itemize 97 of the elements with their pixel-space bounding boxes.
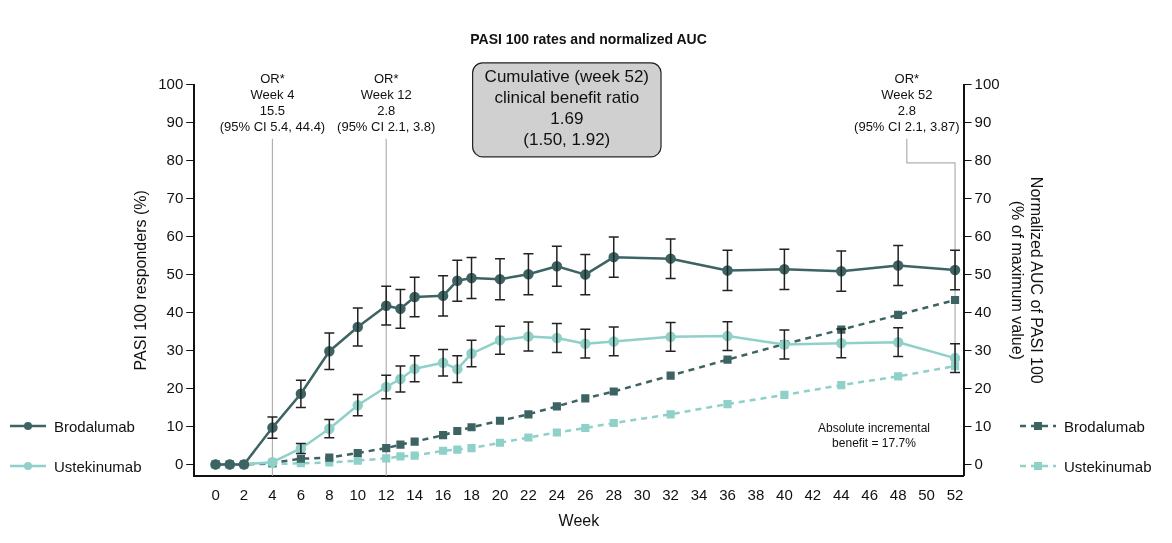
point: [950, 295, 960, 305]
x-tick-label: 32: [662, 485, 679, 503]
y-tick-label: 90: [166, 112, 184, 130]
point: [552, 402, 561, 411]
y-tick-label: 50: [166, 264, 184, 282]
y2-tick-label: 30: [974, 340, 992, 358]
point: [353, 456, 362, 465]
x-tick-label: 22: [520, 485, 537, 503]
annotation: Absolute incremental benefit = 17.7%: [817, 420, 931, 450]
x-tick-label: 42: [804, 485, 822, 503]
ref-line-label: OR* Week 12 2.8 (95% CI 2.1, 3.8): [337, 70, 436, 134]
x-tick-label: 30: [633, 485, 651, 503]
x-tick-label: 44: [832, 485, 850, 503]
x-tick-label: 34: [690, 485, 708, 503]
y-tick-label: 40: [166, 302, 184, 320]
point: [353, 448, 362, 458]
x-tick-label: 28: [605, 485, 623, 503]
y2-tick-label: 60: [974, 226, 992, 244]
point: [666, 410, 675, 419]
point: [439, 431, 448, 440]
point: [382, 454, 391, 463]
x-tick-label: 6: [296, 485, 306, 503]
point: [837, 380, 846, 390]
x-tick-label: 26: [576, 485, 594, 503]
point: [439, 446, 448, 455]
point: [780, 390, 789, 400]
point: [396, 440, 405, 449]
point: [296, 454, 305, 463]
x-tick-label: 52: [946, 485, 964, 503]
point: [524, 433, 533, 442]
point: [723, 399, 732, 409]
x-tick-label: 18: [463, 485, 480, 503]
legend-label: Brodalumab: [54, 417, 135, 435]
y-tick-label: 100: [158, 74, 184, 92]
y2-tick-label: 0: [974, 454, 983, 472]
point: [382, 444, 391, 453]
point: [666, 371, 675, 380]
y2-axis-title: Normalized AUC of PASI 100 (% of maximum value): [1008, 176, 1045, 384]
x-tick-label: 46: [861, 485, 879, 503]
point: [410, 451, 419, 460]
point: [524, 410, 533, 419]
x-tick-label: 10: [349, 485, 367, 503]
y-axis-title: PASI 100 responders (%): [132, 190, 150, 371]
point: [552, 428, 561, 437]
y-tick-label: 80: [166, 150, 184, 168]
x-tick-label: 14: [406, 485, 423, 503]
chart-title: PASI 100 rates and normalized AUC: [470, 31, 707, 48]
point: [581, 423, 590, 433]
x-tick-label: 50: [918, 485, 935, 503]
point: [396, 452, 405, 461]
point: [609, 387, 618, 396]
x-tick-label: 20: [491, 485, 509, 503]
y2-tick-label: 20: [974, 378, 992, 396]
y-tick-label: 10: [166, 416, 184, 434]
y-tick-label: 60: [166, 226, 184, 244]
point: [894, 372, 903, 381]
y2-tick-label: 70: [974, 188, 992, 206]
y2-tick-label: 50: [974, 264, 992, 282]
ref-line-label: OR* Week 52 2.8 (95% CI 2.1, 3.87): [854, 70, 960, 134]
x-tick-label: 24: [548, 485, 566, 503]
point: [453, 445, 462, 454]
y2-tick-label: 40: [974, 302, 992, 320]
y2-tick-label: 100: [974, 74, 1000, 92]
y2-tick-label: 90: [974, 112, 992, 130]
x-tick-label: 48: [889, 485, 907, 503]
x-tick-label: 4: [268, 485, 277, 503]
x-tick-label: 12: [377, 485, 395, 503]
ref-line-label: OR* Week 4 15.5 (95% CI 5.4, 44.4): [219, 70, 326, 134]
x-tick-label: 36: [719, 485, 736, 503]
x-tick-label: 0: [211, 485, 220, 503]
point: [495, 438, 505, 447]
x-tick-label: 38: [747, 485, 765, 503]
x-tick-label: 2: [239, 485, 249, 503]
point: [410, 437, 419, 446]
x-tick-label: 16: [434, 485, 452, 503]
y-tick-label: 70: [166, 188, 184, 206]
y2-tick-label: 10: [974, 416, 992, 434]
annotation: Cumulative (week 52) clinical benefit ratio 1.69 (1.50, 1.92): [484, 66, 650, 149]
point: [723, 355, 732, 364]
y-tick-label: 30: [166, 340, 184, 358]
point: [609, 418, 618, 428]
point: [495, 416, 505, 425]
x-tick-label: 8: [325, 485, 334, 503]
legend-label: Brodalumab: [1064, 417, 1145, 435]
y-tick-label: 20: [166, 378, 184, 396]
point: [325, 453, 334, 462]
point: [581, 394, 590, 403]
point: [467, 444, 476, 453]
point: [467, 423, 476, 432]
x-axis-title: Week: [558, 511, 601, 529]
legend-label: Ustekinumab: [54, 457, 142, 475]
point: [894, 310, 903, 319]
y2-tick-label: 80: [974, 150, 992, 168]
point: [453, 426, 462, 436]
y-tick-label: 0: [174, 454, 184, 472]
legend-label: Ustekinumab: [1064, 457, 1152, 475]
x-tick-label: 40: [776, 485, 793, 503]
